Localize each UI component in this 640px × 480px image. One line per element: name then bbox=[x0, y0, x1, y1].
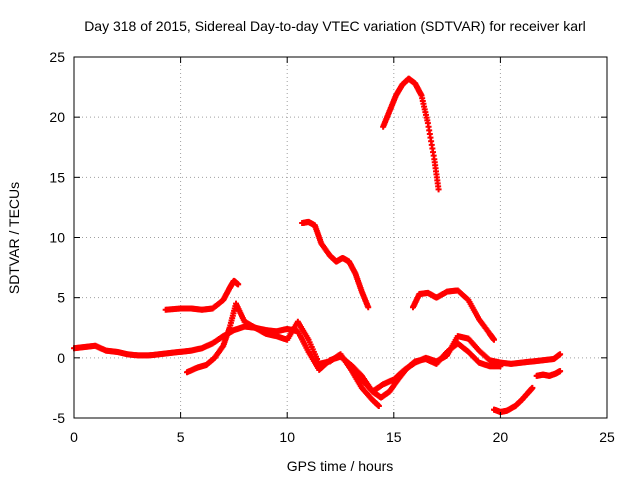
series-track-6 bbox=[409, 287, 498, 343]
x-axis-label: GPS time / hours bbox=[287, 458, 394, 474]
data-point bbox=[557, 351, 564, 358]
y-tick-label: 5 bbox=[57, 290, 65, 306]
series-track-8 bbox=[533, 368, 564, 379]
data-point bbox=[529, 384, 536, 391]
data-point bbox=[365, 304, 372, 311]
data-point bbox=[497, 363, 504, 370]
x-tick-label: 5 bbox=[177, 429, 185, 445]
y-tick-label: 20 bbox=[49, 109, 65, 125]
y-tick-label: 10 bbox=[49, 230, 65, 246]
y-axis-label: SDTVAR / TECUs bbox=[6, 182, 22, 294]
y-tick-label: -5 bbox=[53, 410, 66, 426]
data-points bbox=[71, 75, 564, 415]
series-track-5 bbox=[380, 75, 442, 193]
series-track-9 bbox=[352, 340, 504, 401]
x-tick-label: 20 bbox=[493, 429, 509, 445]
series-track-7 bbox=[491, 384, 536, 415]
x-tick-label: 10 bbox=[279, 429, 295, 445]
series-track-2 bbox=[162, 277, 242, 313]
x-tick-label: 15 bbox=[386, 429, 402, 445]
series-track-3 bbox=[183, 300, 382, 409]
data-point bbox=[557, 368, 564, 375]
y-tick-label: 15 bbox=[49, 169, 65, 185]
data-point bbox=[491, 336, 498, 343]
series-track-4 bbox=[299, 218, 372, 311]
grid bbox=[74, 57, 607, 418]
data-point bbox=[235, 281, 242, 288]
x-tick-label: 25 bbox=[599, 429, 615, 445]
data-point bbox=[435, 186, 442, 193]
chart-title: Day 318 of 2015, Sidereal Day-to-day VTE… bbox=[84, 18, 586, 34]
y-tick-label: 25 bbox=[49, 49, 65, 65]
y-tick-label: 0 bbox=[57, 350, 65, 366]
x-tick-label: 0 bbox=[70, 429, 78, 445]
data-point bbox=[375, 402, 382, 409]
